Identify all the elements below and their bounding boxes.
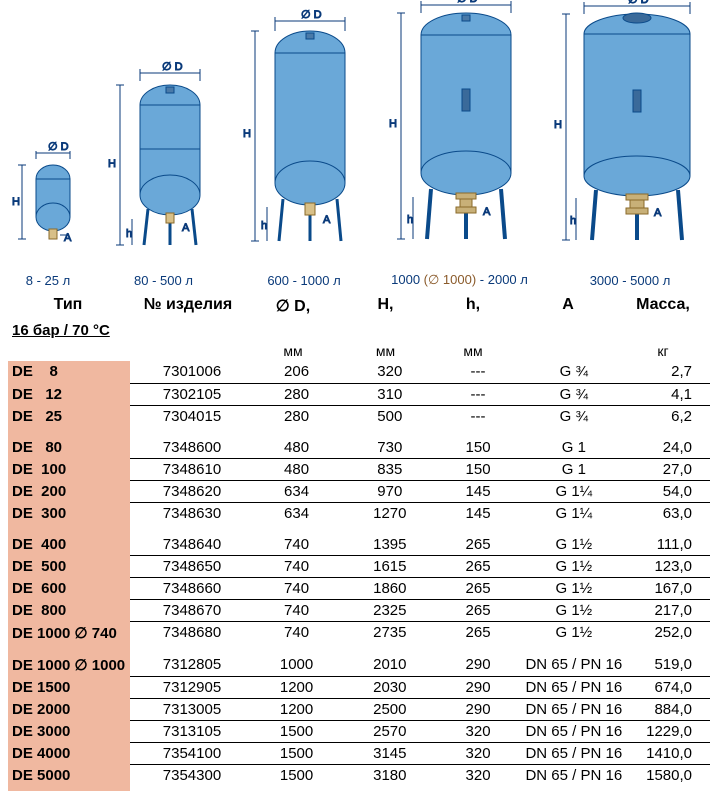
unit-mass: кг bbox=[623, 343, 703, 359]
tank-1-svg: ∅ D H A bbox=[8, 139, 88, 269]
table-row: DE 3000731310515002570320DN 65 / PN 1612… bbox=[8, 720, 710, 742]
table-row: DE 4000735410015003145320DN 65 / PN 1614… bbox=[8, 742, 710, 764]
svg-text:H: H bbox=[554, 119, 562, 131]
tank-4: ∅ D H bbox=[385, 0, 535, 288]
svg-text:∅ D: ∅ D bbox=[301, 9, 322, 21]
tank-1-label: 8 - 25 л bbox=[26, 273, 70, 288]
svg-text:∅ D: ∅ D bbox=[48, 141, 69, 153]
table-row: DE 40073486407401395265G 1½111,0 bbox=[8, 529, 710, 556]
svg-text:h: h bbox=[570, 215, 576, 227]
tank-4-svg: ∅ D H bbox=[385, 0, 535, 268]
tank-3-svg: ∅ D H h A bbox=[239, 9, 369, 269]
column-headers: Тип № изделия ∅ D, H, h, A Масса, bbox=[8, 292, 710, 320]
unit-d: мм bbox=[248, 343, 338, 359]
tank-2: ∅ D H h A 80 - 500 л bbox=[104, 59, 224, 288]
spec-table: DE 87301006206320---G ¾2,7DE 12730210528… bbox=[8, 361, 710, 796]
header-d: ∅ D, bbox=[248, 296, 338, 316]
table-row: DE 2007348620634970145G 1¼54,0 bbox=[8, 480, 710, 502]
tank-2-label: 80 - 500 л bbox=[134, 273, 193, 288]
svg-text:A: A bbox=[483, 206, 491, 218]
svg-text:A: A bbox=[323, 214, 331, 226]
svg-text:H: H bbox=[243, 128, 251, 140]
svg-text:∅ D: ∅ D bbox=[628, 0, 649, 6]
svg-text:∅ D: ∅ D bbox=[457, 0, 478, 5]
svg-text:h: h bbox=[126, 228, 132, 240]
tank-3-label: 600 - 1000 л bbox=[267, 273, 340, 288]
table-row: DE 30073486306341270145G 1¼63,0 bbox=[8, 502, 710, 529]
table-row: DE 1500731290512002030290DN 65 / PN 1667… bbox=[8, 676, 710, 698]
header-type: Тип bbox=[8, 296, 128, 316]
section-header: 16 бар / 70 °C bbox=[12, 322, 710, 339]
svg-text:H: H bbox=[108, 158, 116, 170]
table-row: DE 127302105280310---G ¾4,1 bbox=[8, 383, 710, 405]
table-row: DE 87301006206320---G ¾2,7 bbox=[8, 361, 710, 383]
tank-1: ∅ D H A 8 - 25 л bbox=[8, 139, 88, 288]
column-units: мм мм мм кг bbox=[8, 341, 710, 361]
tank-3: ∅ D H h A 600 - 1000 л bbox=[239, 9, 369, 288]
header-a: A bbox=[513, 296, 623, 316]
svg-text:A: A bbox=[64, 232, 72, 244]
tank-4-label: 1000 (∅ 1000) - 2000 л bbox=[391, 272, 528, 288]
table-row: DE 2000731300512002500290DN 65 / PN 1688… bbox=[8, 698, 710, 720]
tank-5-svg: ∅ D H bbox=[550, 0, 710, 269]
table-row: DE 1000 ∅ 1000731280510002010290DN 65 / … bbox=[8, 649, 710, 677]
tank-2-svg: ∅ D H h A bbox=[104, 59, 224, 269]
header-h-upper: H, bbox=[338, 296, 433, 316]
header-item-no: № изделия bbox=[128, 296, 248, 316]
unit-hh: мм bbox=[433, 343, 513, 359]
tank-diagrams: ∅ D H A 8 - 25 л ∅ D bbox=[8, 8, 710, 288]
svg-text:H: H bbox=[389, 118, 397, 130]
table-row: DE 80073486707402325265G 1½217,0 bbox=[8, 599, 710, 621]
table-row: DE 1007348610480835150G 127,0 bbox=[8, 458, 710, 480]
tank-5: ∅ D H bbox=[550, 0, 710, 288]
svg-text:∅ D: ∅ D bbox=[162, 61, 183, 73]
table-row: DE 807348600480730150G 124,0 bbox=[8, 432, 710, 459]
svg-text:h: h bbox=[261, 220, 267, 232]
header-mass: Масса, bbox=[623, 296, 703, 316]
svg-text:A: A bbox=[654, 207, 662, 219]
tank-5-label: 3000 - 5000 л bbox=[590, 273, 671, 288]
table-row: DE 257304015280500---G ¾6,2 bbox=[8, 405, 710, 432]
header-h-lower: h, bbox=[433, 296, 513, 316]
table-row: DE 5000735430015003180320DN 65 / PN 1615… bbox=[8, 764, 710, 791]
table-row: DE 1000 ∅ 74073486807402735265G 1½252,0 bbox=[8, 621, 710, 649]
svg-text:h: h bbox=[407, 214, 413, 226]
table-row: DE 60073486607401860265G 1½167,0 bbox=[8, 577, 710, 599]
unit-h: мм bbox=[338, 343, 433, 359]
svg-text:A: A bbox=[182, 222, 190, 234]
svg-text:H: H bbox=[12, 196, 20, 208]
table-row: DE 50073486507401615265G 1½123,0 bbox=[8, 555, 710, 577]
